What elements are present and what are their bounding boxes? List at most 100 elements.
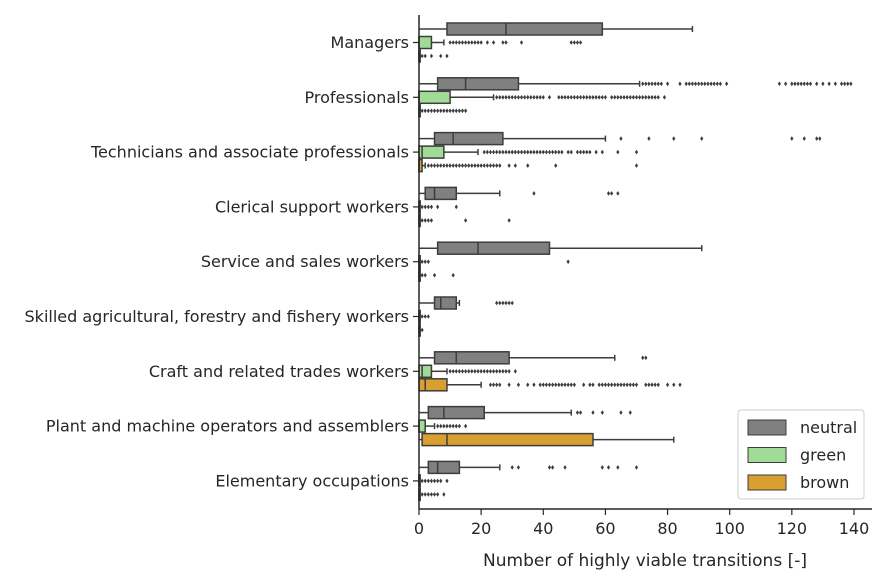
outlier-point [641, 355, 645, 361]
outlier-point [439, 163, 443, 168]
outlier-point [495, 149, 499, 155]
outlier-point [827, 81, 831, 87]
outlier-point [662, 95, 667, 100]
y-ticks: Managers Professionals Technicians and ass… [25, 33, 419, 490]
outlier-point [610, 95, 614, 100]
outlier-point [793, 81, 797, 87]
outlier-point [547, 382, 552, 388]
outlier-point [703, 81, 707, 87]
outlier-point [554, 382, 558, 388]
box-neutral [419, 405, 632, 420]
outlier-point [501, 40, 505, 45]
outlier-point [808, 81, 813, 87]
outlier-point [426, 478, 430, 484]
legend-swatch-neutral [747, 419, 787, 436]
box-iqr [427, 460, 461, 475]
outlier-point [600, 95, 604, 100]
y-tick-label: Technicians and associate professionals [90, 143, 409, 162]
outlier-point [445, 53, 449, 59]
outlier-point [507, 149, 511, 155]
outlier-point [454, 369, 458, 374]
outlier-point [420, 259, 424, 264]
outlier-point [429, 492, 434, 497]
outlier-point [846, 81, 850, 87]
outlier-point [432, 492, 437, 497]
outlier-point [495, 300, 499, 306]
outlier-point [485, 369, 489, 374]
outlier-point [594, 149, 598, 155]
outlier-point [578, 40, 583, 45]
outlier-point [445, 163, 449, 168]
outlier-point [653, 382, 657, 388]
outlier-point [448, 369, 452, 374]
outlier-point [448, 423, 452, 429]
outlier-point [451, 108, 455, 114]
outlier-point [510, 300, 514, 306]
outlier-point [426, 314, 430, 319]
outlier-point [678, 81, 682, 87]
box-brown [418, 378, 682, 392]
box-neutral [419, 296, 514, 310]
outlier-point [436, 204, 440, 210]
outlier-point [439, 53, 443, 59]
outlier-point [557, 149, 561, 155]
outlier-point [507, 163, 511, 168]
box-green [418, 35, 583, 50]
outlier-point [439, 108, 443, 114]
box-neutral [419, 22, 694, 36]
box-neutral [419, 460, 639, 475]
outlier-point [479, 40, 483, 45]
outlier-point [653, 95, 657, 100]
outlier-point [650, 382, 654, 388]
outlier-point [572, 95, 576, 100]
box-neutral [419, 351, 648, 365]
outlier-point [532, 382, 536, 388]
box-iqr [436, 241, 551, 255]
outlier-point [423, 478, 427, 484]
outlier-point [715, 81, 719, 87]
outlier-point [616, 382, 620, 388]
outlier-point [423, 53, 427, 59]
outlier-point [516, 95, 521, 100]
y-tick-label: Skilled agricultural, forestry and fishe… [25, 307, 409, 326]
outlier-point [513, 149, 517, 155]
outlier-point [718, 81, 722, 87]
outlier-point [457, 369, 461, 374]
outlier-point [491, 163, 496, 168]
y-tick-label: Service and sales workers [201, 252, 409, 271]
outlier-point [491, 149, 496, 155]
box-green [418, 145, 639, 159]
outlier-point [622, 382, 626, 388]
outlier-point [647, 81, 651, 87]
outlier-point [700, 136, 704, 141]
outlier-point [488, 163, 493, 168]
outlier-point [815, 136, 819, 141]
outlier-point [445, 423, 449, 429]
box-iqr [421, 432, 594, 447]
outlier-point [451, 369, 455, 374]
outlier-point [429, 53, 434, 59]
outlier-point [513, 95, 517, 100]
outlier-point [690, 81, 695, 87]
outlier-point [578, 410, 583, 415]
outlier-point [547, 149, 552, 155]
outlier-point [457, 423, 461, 429]
box-iqr [446, 22, 604, 36]
outlier-point [473, 40, 477, 45]
outlier-point [563, 95, 567, 100]
outlier-point [628, 95, 632, 100]
outlier-point [448, 40, 452, 45]
outlier-point [575, 40, 580, 45]
y-tick-label: Managers [331, 33, 409, 52]
outlier-point [644, 81, 648, 87]
outlier-point [547, 95, 552, 100]
outlier-point [597, 95, 601, 100]
outlier-point [665, 382, 670, 388]
outlier-point [541, 382, 545, 388]
outlier-point [429, 204, 434, 210]
outlier-point [426, 259, 430, 264]
outlier-point [653, 81, 657, 87]
outlier-point [610, 191, 614, 196]
outlier-point [591, 410, 595, 415]
outlier-point [523, 149, 527, 155]
